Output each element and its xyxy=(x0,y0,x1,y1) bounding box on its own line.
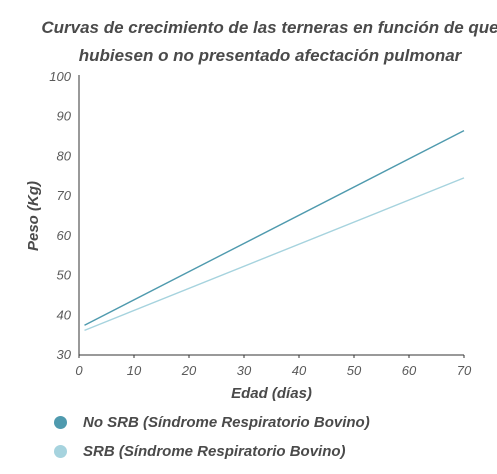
legend-label: SRB (Síndrome Respiratorio Bovino) xyxy=(83,442,346,460)
x-tick-label: 30 xyxy=(237,363,252,378)
x-tick-label: 60 xyxy=(402,363,417,378)
y-tick-label: 70 xyxy=(57,188,72,203)
series-line-2 xyxy=(84,177,465,332)
legend-swatch xyxy=(54,444,67,458)
series-line-1 xyxy=(84,129,465,326)
x-axis-label: Edad (días) xyxy=(231,385,312,402)
series-lines xyxy=(84,129,465,332)
legend: No SRB (Síndrome Respiratorio Bovino) SRB… xyxy=(54,410,370,468)
y-axis-label: Peso (Kg) xyxy=(25,181,42,251)
chart-title: Curvas de crecimiento de las terneras en… xyxy=(0,14,497,70)
axes xyxy=(78,75,465,358)
legend-label: No SRB (Síndrome Respiratorio Bovino) xyxy=(83,413,370,431)
x-tick-label: 10 xyxy=(127,363,142,378)
x-tick-label: 40 xyxy=(292,363,307,378)
legend-item-2: SRB (Síndrome Respiratorio Bovino) xyxy=(54,439,370,463)
y-tick-label: 80 xyxy=(57,148,72,163)
legend-swatch xyxy=(54,415,67,429)
chart-title-line-2: hubiesen o no presentado afectación pulm… xyxy=(78,46,462,65)
y-tick-label: 40 xyxy=(57,307,72,322)
x-tick-label: 0 xyxy=(75,363,83,378)
y-tick-label: 90 xyxy=(57,109,72,124)
y-tick-label: 60 xyxy=(57,228,72,243)
x-tick-label: 20 xyxy=(181,363,197,378)
legend-item-1: No SRB (Síndrome Respiratorio Bovino) xyxy=(54,410,370,434)
x-tick-label: 50 xyxy=(347,363,362,378)
y-tick-label: 30 xyxy=(57,347,72,362)
y-tick-label: 50 xyxy=(57,268,72,283)
y-tick-label: 100 xyxy=(49,69,71,84)
chart-title-line-1: Curvas de crecimiento de las terneras en… xyxy=(41,18,497,37)
tick-labels: 0 10 20 30 40 50 60 70 30 40 50 60 70 80 90 100 xyxy=(49,69,472,378)
x-tick-label: 70 xyxy=(457,363,472,378)
